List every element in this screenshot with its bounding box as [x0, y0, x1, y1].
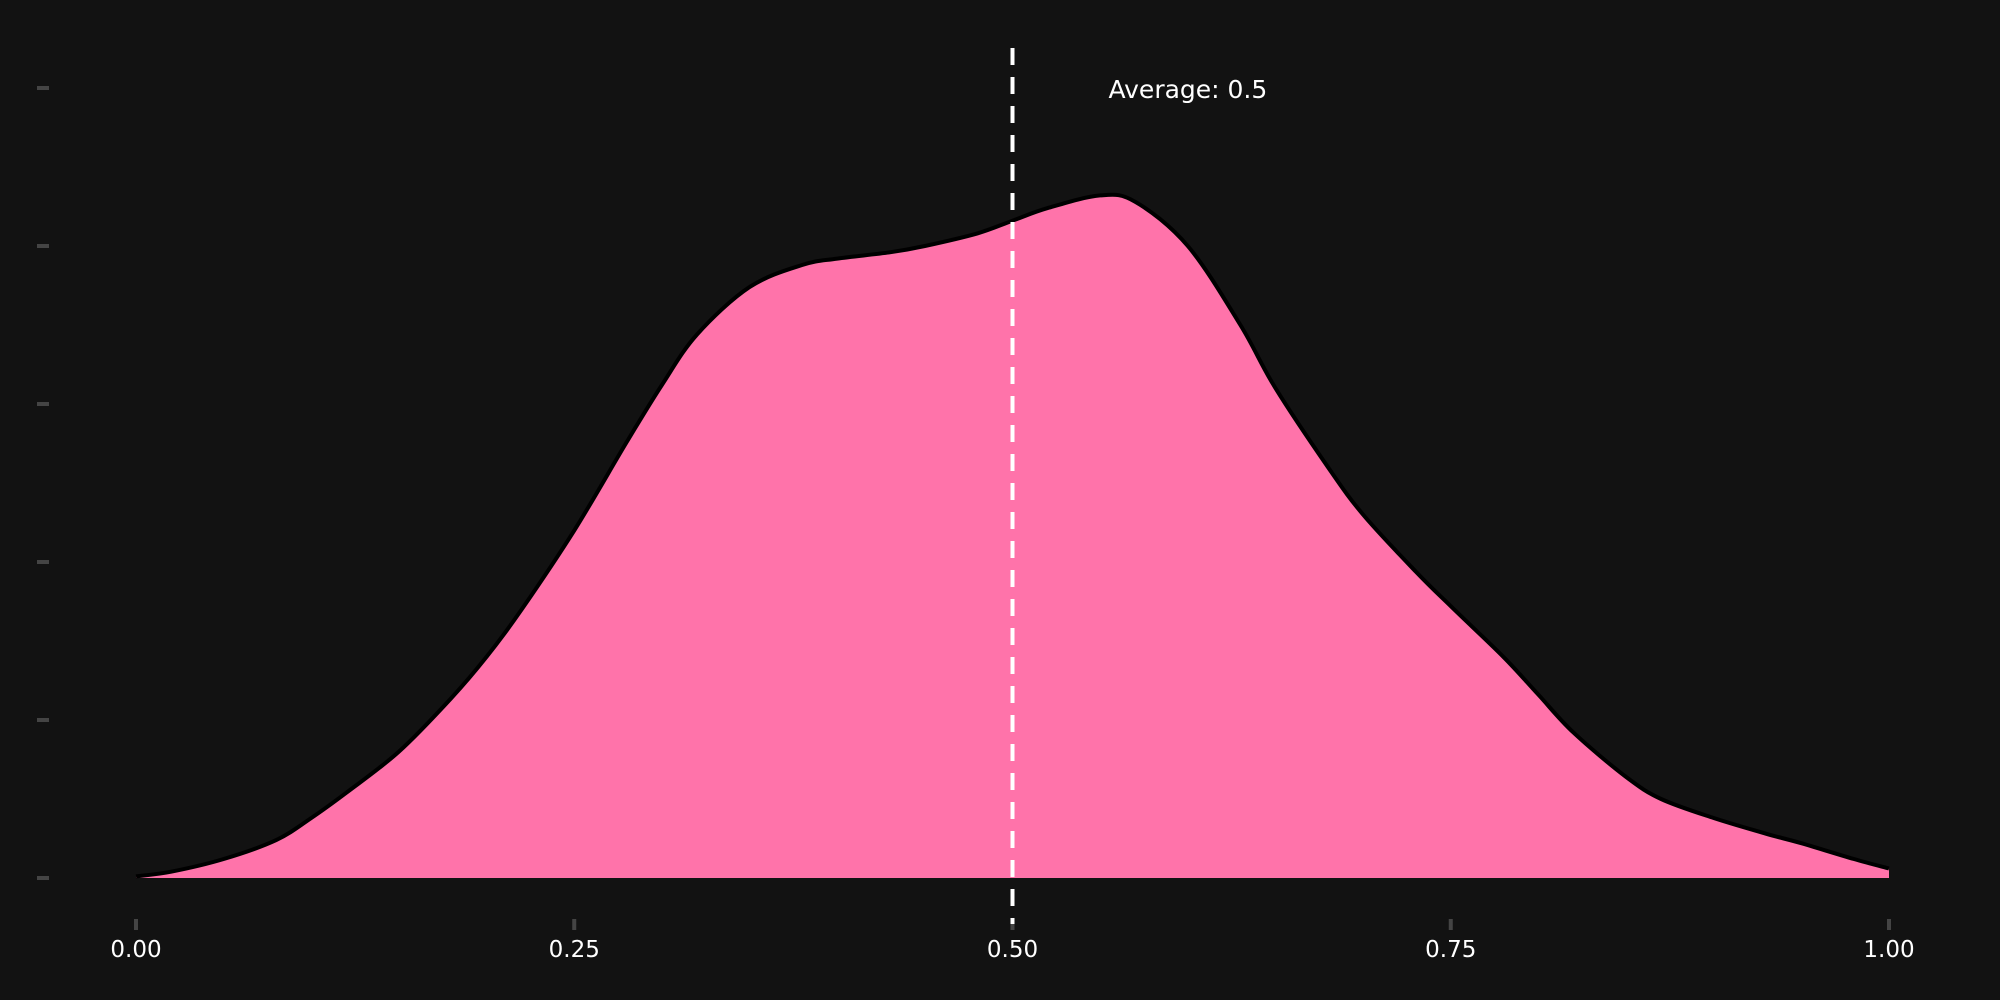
- x-tick-label-2: 0.50: [987, 937, 1038, 963]
- density-outline: [135, 192, 1890, 879]
- density-area: [136, 194, 1889, 878]
- x-tick-label-4: 1.00: [1863, 937, 1914, 963]
- x-tick-label-3: 0.75: [1425, 937, 1476, 963]
- x-axis-ticks: 0.00 0.25 0.50 0.75 1.00: [110, 919, 1915, 963]
- x-tick-label-1: 0.25: [549, 937, 600, 963]
- x-tick-label-0: 0.00: [110, 937, 161, 963]
- y-axis-ticks: [37, 86, 49, 880]
- average-annotation: Average: 0.5: [1109, 75, 1268, 104]
